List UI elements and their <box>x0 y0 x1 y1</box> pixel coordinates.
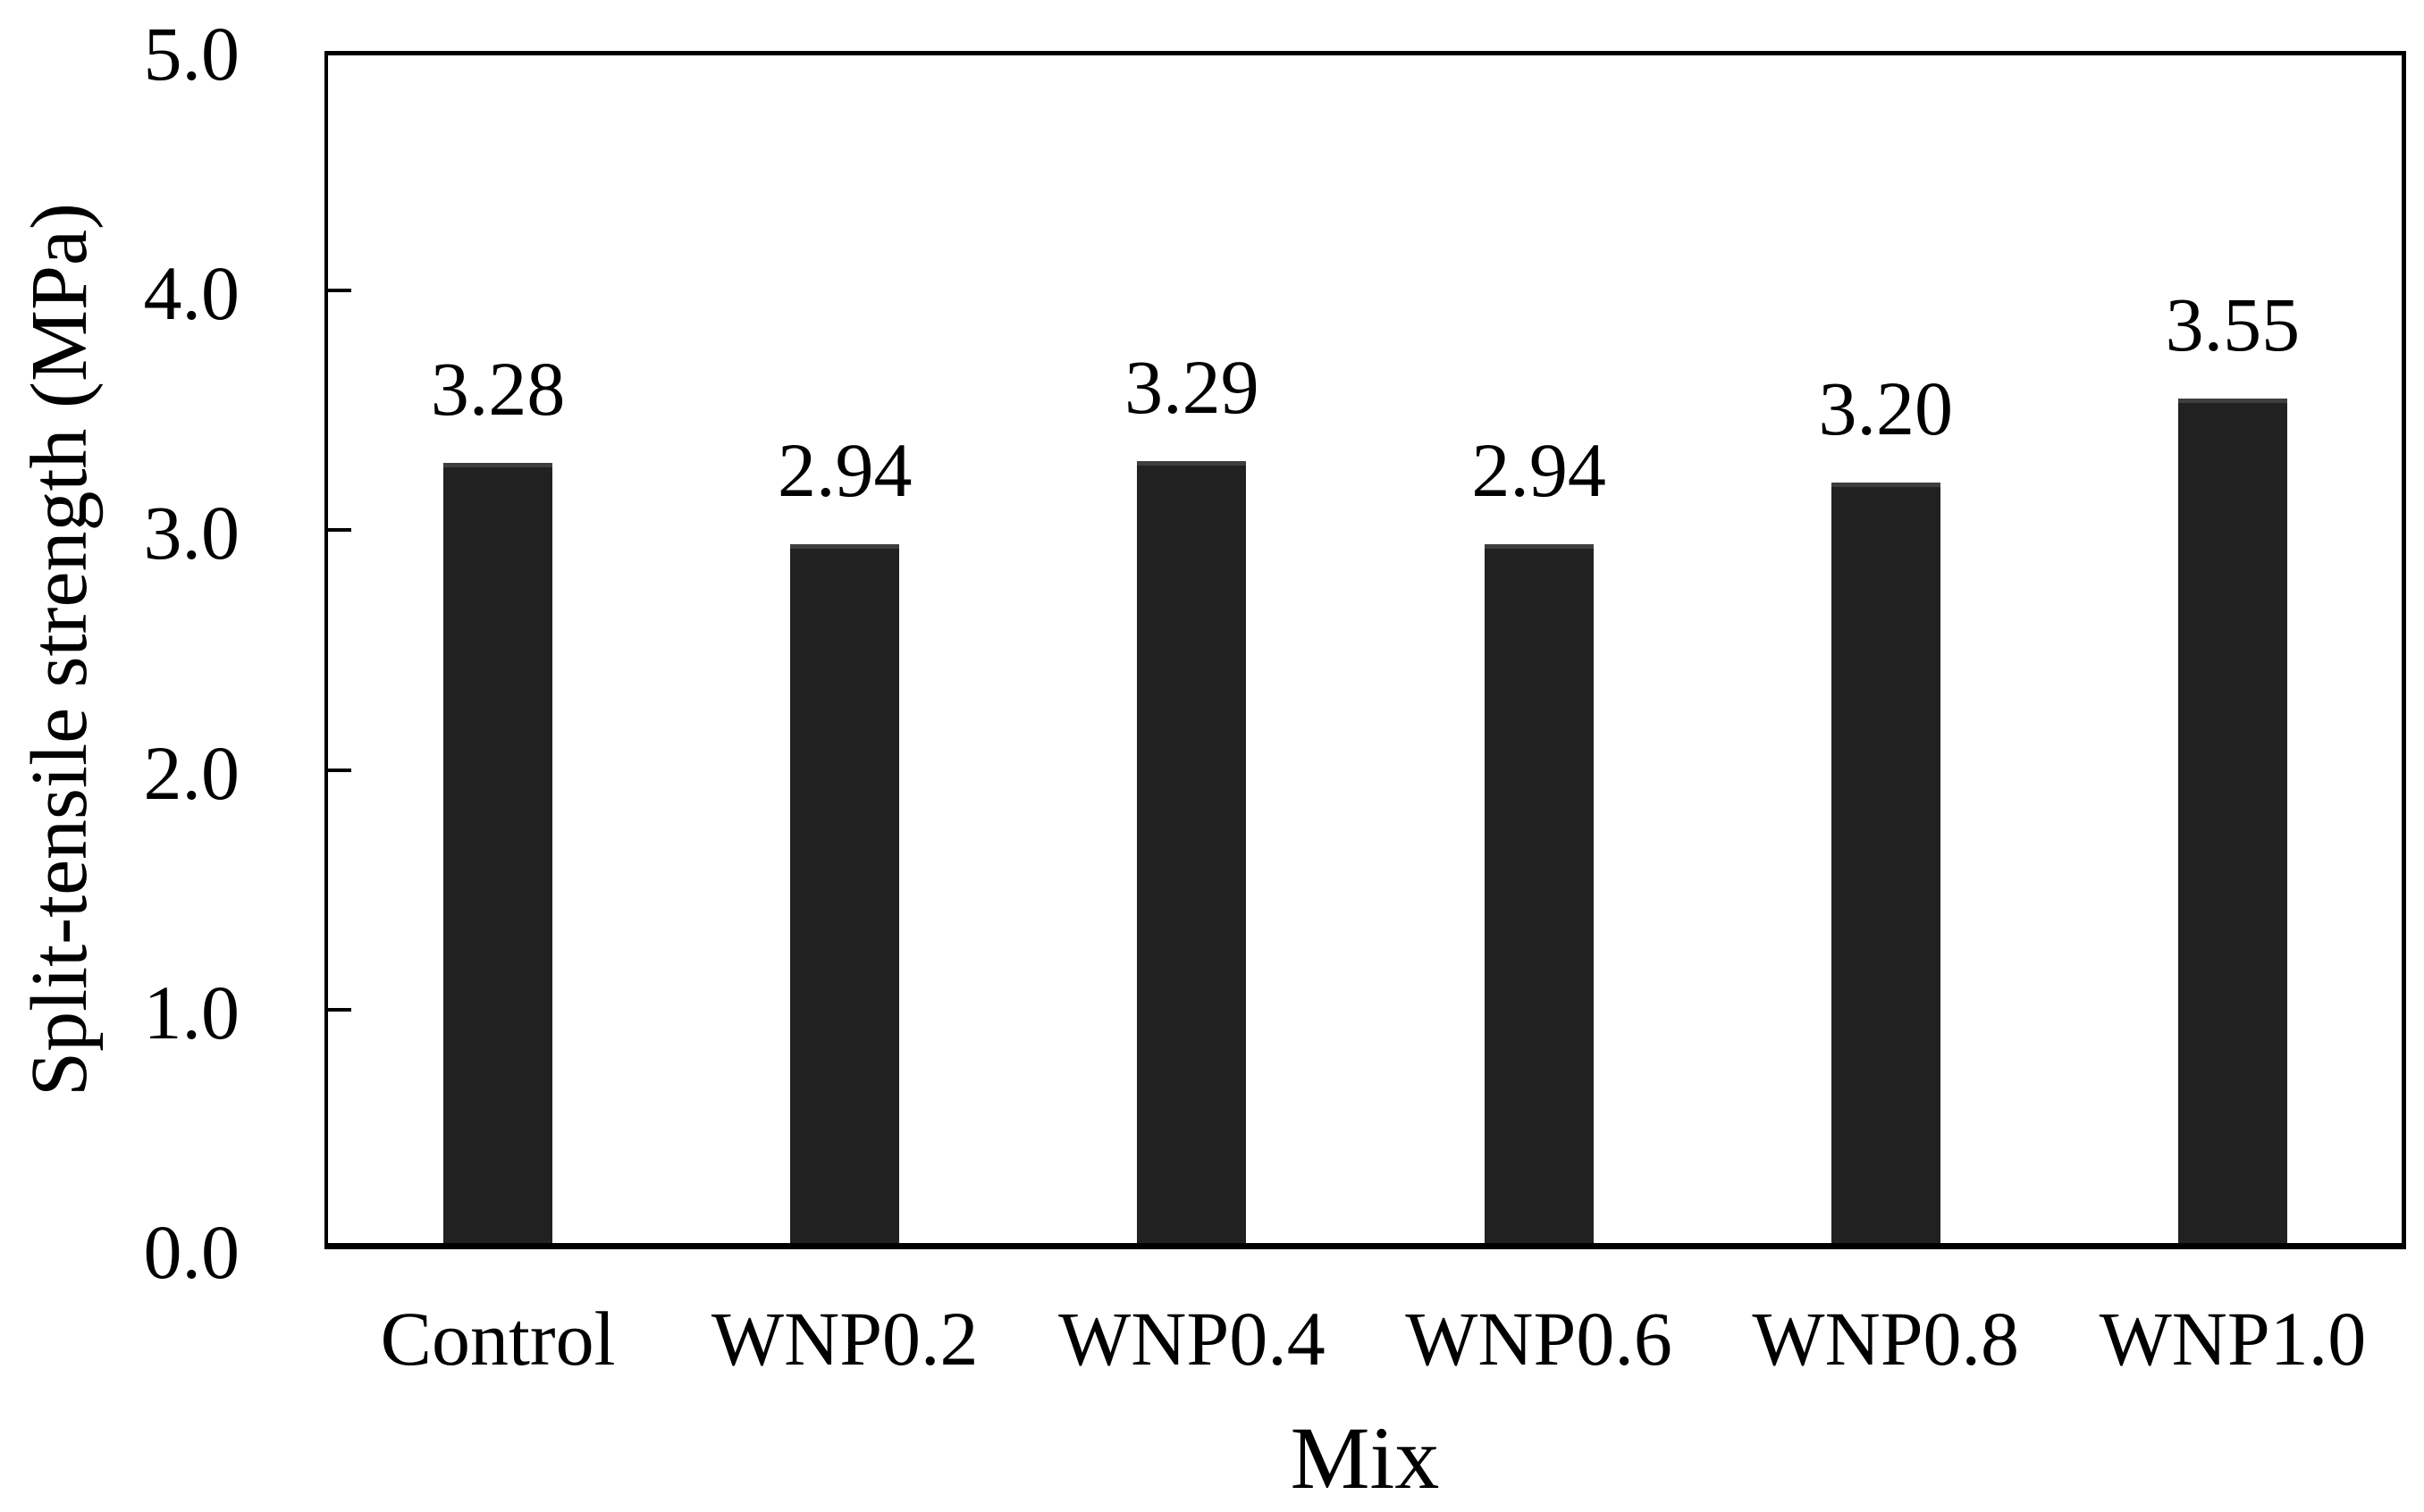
x-category-label: WNP0.6 <box>1405 1296 1672 1382</box>
bar <box>1831 482 1940 1249</box>
bar-value-label: 2.94 <box>1471 427 1606 514</box>
plot-area-frame <box>324 51 2406 1249</box>
y-tick-label: 2.0 <box>143 729 240 816</box>
bar-value-label: 3.20 <box>1818 365 1954 451</box>
y-tick-label: 0.0 <box>143 1209 240 1295</box>
bar <box>790 544 900 1249</box>
bar <box>1137 460 1247 1249</box>
x-category-label: WNP0.8 <box>1752 1296 2020 1382</box>
y-axis-tick <box>328 528 351 533</box>
y-axis-tick <box>328 768 351 772</box>
y-axis-tick <box>328 289 351 293</box>
bar <box>1484 544 1594 1249</box>
bar-value-label: 3.55 <box>2165 281 2301 367</box>
y-axis-tick <box>328 1007 351 1012</box>
bar-value-label: 3.28 <box>430 346 566 433</box>
y-tick-label: 5.0 <box>143 11 240 97</box>
bar-value-label: 3.29 <box>1124 343 1259 430</box>
x-axis-title: Mix <box>1290 1408 1440 1508</box>
bar <box>2177 398 2287 1249</box>
y-tick-label: 3.0 <box>143 490 240 576</box>
x-category-label: WNP0.4 <box>1058 1296 1326 1382</box>
x-category-label: WNP0.2 <box>711 1296 979 1382</box>
y-axis-title: Split-tensile strength (MPa) <box>15 203 104 1096</box>
y-tick-label: 1.0 <box>143 969 240 1055</box>
x-category-label: WNP1.0 <box>2099 1296 2367 1382</box>
y-tick-label: 4.0 <box>143 250 240 337</box>
bar <box>443 463 553 1249</box>
bar-value-label: 2.94 <box>778 427 913 514</box>
x-category-label: Control <box>380 1296 616 1382</box>
